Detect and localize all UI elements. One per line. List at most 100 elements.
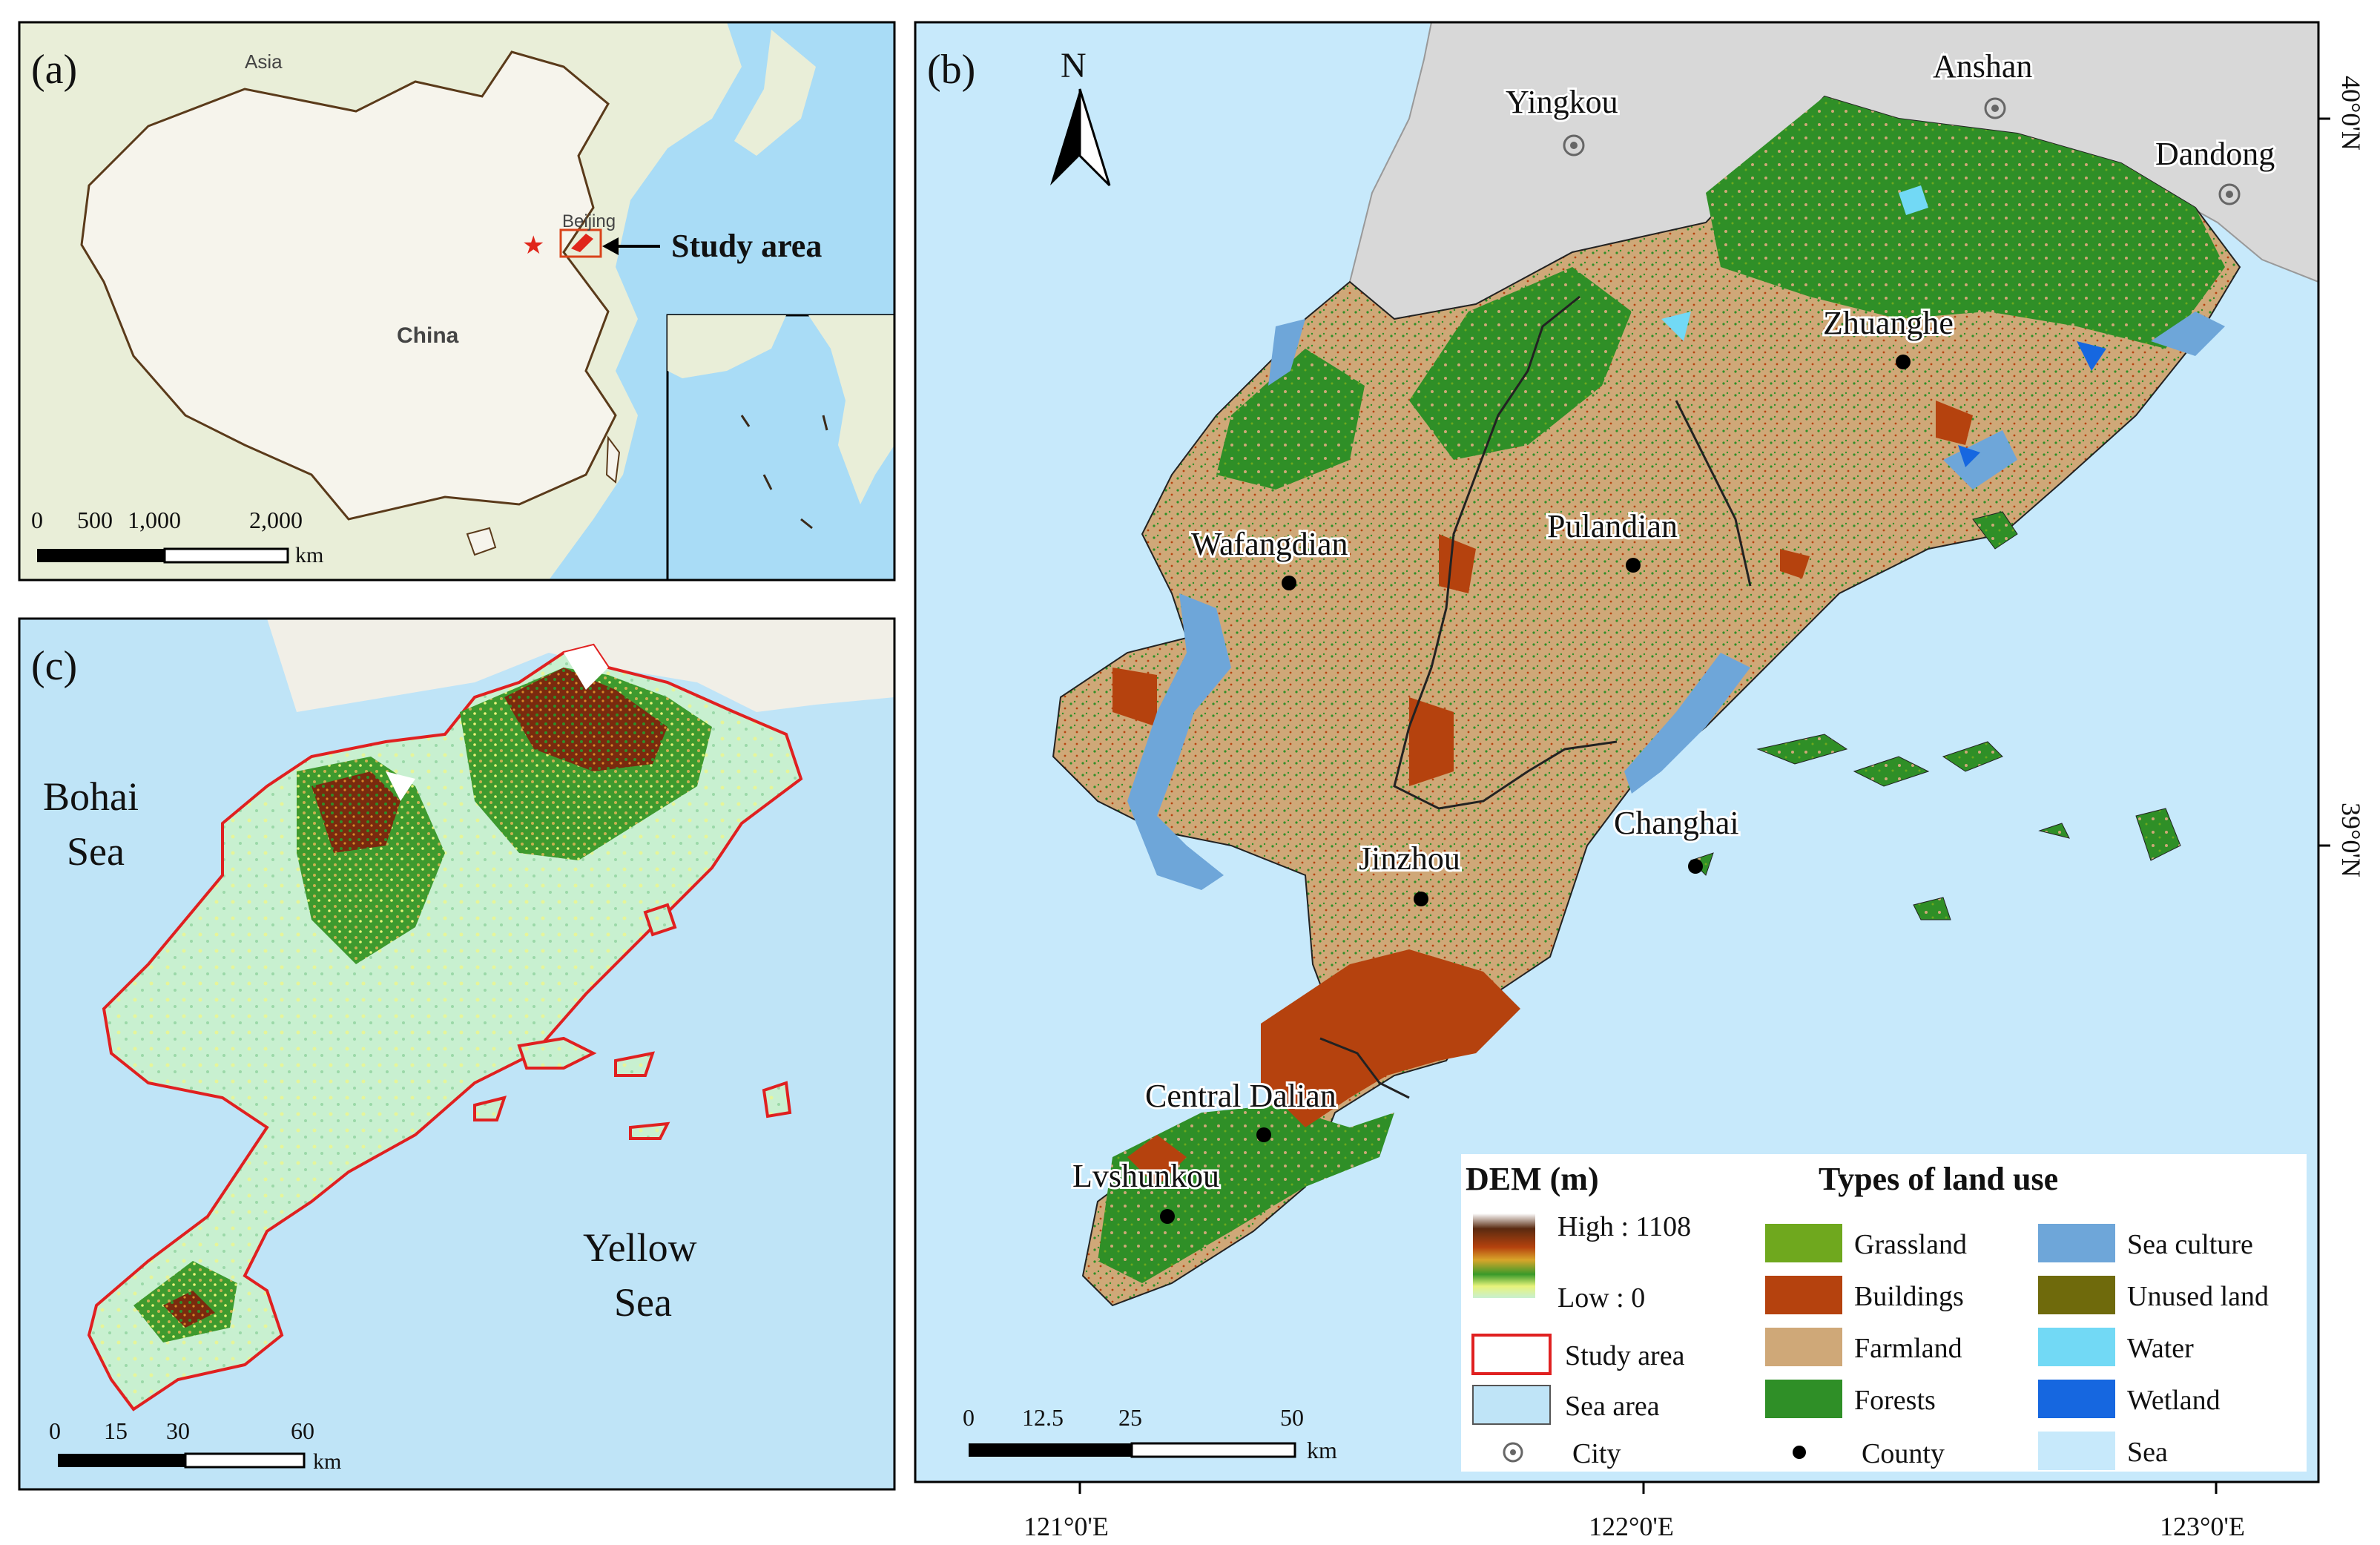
legend-class-label: Unused land <box>2127 1281 2269 1312</box>
legend-city-icon <box>1503 1442 1523 1463</box>
county-boundary-3 <box>1319 1037 1410 1099</box>
panel-a-frame <box>18 21 896 582</box>
legend-class-label: Forests <box>1854 1385 1936 1416</box>
scale-a-tick-1: 500 <box>77 507 113 533</box>
bohai-sea-label-1: Bohai <box>43 774 139 819</box>
legend-dem-high: High : 1108 <box>1557 1211 1691 1242</box>
place-label: Wafangdian <box>1191 526 1348 562</box>
legend-sea-area: Sea area <box>1565 1391 1660 1422</box>
scale-b-tick-0: 0 <box>963 1404 975 1431</box>
scale-b-bar-light <box>1130 1442 1296 1458</box>
panel-c-mainland <box>267 619 894 712</box>
scale-c-bar-light <box>184 1452 306 1469</box>
forest-west <box>1216 349 1365 490</box>
scale-a-bar-dark <box>37 549 165 562</box>
study-area-callout: Study area <box>671 228 822 264</box>
place-label: Changhai <box>1614 805 1739 841</box>
legend-swatch <box>1765 1380 1842 1418</box>
county-marker-icon <box>1688 859 1703 874</box>
legend-swatch <box>1765 1328 1842 1366</box>
county-marker-icon <box>1160 1209 1175 1224</box>
china-label: China <box>397 323 459 348</box>
city-marker-icon-dot <box>2226 191 2233 198</box>
legend-class-label: Buildings <box>1854 1281 1964 1312</box>
water-bodies <box>1661 185 1928 341</box>
hainan-outline <box>466 527 497 556</box>
panel-c-label: (c) <box>31 643 77 689</box>
legend-class-label: Sea <box>2127 1437 2168 1468</box>
county-boundary-2 <box>1675 400 1752 587</box>
scale-a-tick-2: 1,000 <box>128 507 181 533</box>
panel-b-label: (b) <box>927 47 975 93</box>
inset-dash-line <box>740 415 828 530</box>
legend-landuse-title: Types of land use <box>1819 1161 2058 1197</box>
panel-a-label: (a) <box>31 47 77 93</box>
panel-c-study-area <box>87 643 803 1411</box>
place-label: Yingkou <box>1506 84 1618 120</box>
county-marker-icon <box>1626 558 1641 573</box>
panel-c-peaks <box>386 645 608 801</box>
graticule-ticks <box>1078 117 2330 1494</box>
inset-land <box>667 315 786 378</box>
city-marker-icon <box>1984 97 2006 119</box>
scale-b-bar-dark <box>969 1443 1132 1457</box>
legend-landuse-classes: Grassland Buildings Farmland Forests Sea cul… <box>1765 1224 2269 1470</box>
county-boundary-1 <box>1393 295 1618 810</box>
scale-a-tick-3: 2,000 <box>249 507 303 533</box>
legend-study-area-swatch <box>1471 1334 1552 1375</box>
study-area-arrow-head <box>602 237 619 255</box>
scale-a-tick-0: 0 <box>31 507 43 533</box>
panel-a-japan <box>734 30 816 156</box>
beijing-label: Beijing <box>562 211 616 231</box>
county-marker-icon <box>1896 355 1911 369</box>
panel-c-mountains-south <box>163 1291 215 1328</box>
legend-dem-low: Low : 0 <box>1557 1282 1645 1314</box>
place-label: Zhuanghe <box>1823 305 1954 341</box>
lon-tick-121: 121°0'E <box>1023 1512 1109 1541</box>
place-label: Dandong <box>2155 136 2275 172</box>
study-area-locator-box <box>559 228 602 258</box>
lat-tick-39: 39°0'N <box>2336 803 2366 877</box>
city-marker-icon <box>1563 134 1585 157</box>
place-label: Lvshunkou <box>1072 1158 1219 1194</box>
panel-c-mountains-north <box>504 668 667 771</box>
panel-c-dem-map: Bohai Sea Yellow Sea 0 15 30 60 km (c) <box>19 619 894 1489</box>
scale-c-unit: km <box>313 1449 341 1474</box>
legend-class-label: Grassland <box>1854 1229 1967 1260</box>
legend-swatch <box>2038 1432 2115 1470</box>
legend-sea-area-swatch <box>1472 1385 1551 1425</box>
scale-b-tick-3: 50 <box>1280 1404 1304 1431</box>
legend-swatch <box>2038 1380 2115 1418</box>
china-boundary <box>80 50 617 521</box>
county-marker-icon <box>1256 1127 1271 1142</box>
inset-philippines <box>808 315 894 504</box>
yellow-sea-label-1: Yellow <box>583 1225 697 1270</box>
panel-c-frame <box>18 617 896 1491</box>
legend-study-area: Study area <box>1565 1340 1685 1371</box>
sea-culture-areas <box>1127 312 2225 890</box>
city-marker-icon-dot <box>1991 105 1999 112</box>
place-label: Central Dalian <box>1145 1078 1336 1114</box>
legend-city-icon-dot <box>1510 1449 1516 1455</box>
legend: DEM (m) High : 1108 Low : 0 Study area S… <box>1461 1154 2307 1472</box>
asia-label: Asia <box>245 50 283 73</box>
county-marker-icon <box>1414 892 1428 906</box>
scale-c-bar-dark <box>58 1454 185 1467</box>
forest-northeast <box>1706 96 2225 349</box>
place-label: Anshan <box>1933 48 2032 85</box>
beijing-star-icon: ★ <box>522 232 544 260</box>
study-area-locator-shape <box>571 234 593 252</box>
city-marker-icon <box>2218 183 2241 205</box>
scale-b-unit: km <box>1307 1437 1337 1463</box>
lon-tick-122: 122°0'E <box>1589 1512 1674 1541</box>
wetland-areas <box>1958 341 2106 467</box>
legend-city: City <box>1572 1438 1621 1469</box>
forest-central <box>1409 267 1632 460</box>
legend-background <box>1461 1154 2307 1472</box>
legend-class-label: Wetland <box>2127 1385 2221 1416</box>
scale-c-tick-0: 0 <box>49 1417 61 1444</box>
county-marker-icon <box>1282 576 1296 590</box>
legend-class-label: Sea culture <box>2127 1229 2253 1260</box>
taiwan-outline <box>605 435 621 484</box>
